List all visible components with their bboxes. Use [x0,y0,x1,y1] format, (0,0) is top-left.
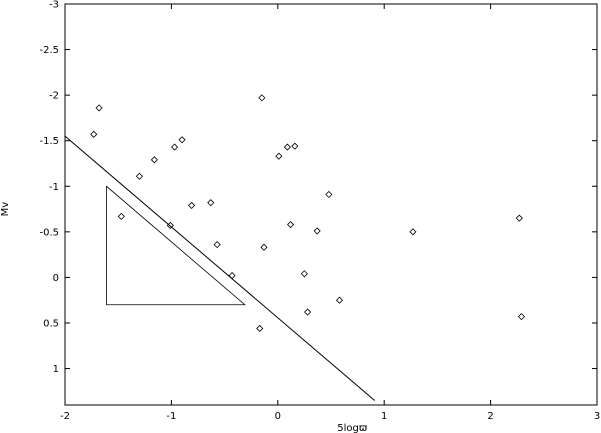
data-point [188,201,196,209]
data-point [171,143,179,151]
slope-triangle [106,185,246,306]
data-point [256,324,264,333]
data-point [207,199,215,207]
y-tick-label: -1.5 [39,136,59,147]
data-point [260,243,268,251]
data-point [517,313,526,321]
data-point [335,296,344,304]
data-point [287,220,295,229]
data-point [304,308,312,316]
x-axis-label: 5logϖ [337,423,368,433]
x-tick-label: 0 [275,411,281,422]
x-tick-label: 2 [487,411,493,422]
y-tick-label: 0.5 [43,318,59,329]
x-tick-label: 1 [381,411,387,422]
plot-overlay [64,135,375,401]
x-tick-label: 3 [594,411,600,422]
y-tick-label: -1 [49,182,59,193]
data-point [409,228,417,236]
y-tick-label: -3 [49,0,59,11]
data-point [150,156,158,164]
y-tick-label: 0 [53,273,59,284]
data-point [135,172,144,180]
data-point [228,272,236,280]
x-tick-label: -2 [60,411,70,422]
data-point [313,227,321,235]
data-point [325,190,333,199]
y-tick-label: -2 [49,91,59,102]
fit-line [64,135,375,401]
x-tick-label: -1 [166,411,176,422]
data-point [117,212,125,220]
axis-ticks: -2 -1 0 1 2 3 -3 -2.5 -2 -1.5 -1 -0.5 0 0.5 1 [39,0,600,422]
data-point [291,142,299,150]
data-point [300,270,308,278]
data-point [90,130,98,138]
data-point [258,94,266,102]
data-point [283,143,291,151]
data-point [515,214,523,222]
y-tick-label: -0.5 [39,227,59,238]
y-tick-label: 1 [53,364,59,375]
data-point [275,152,283,160]
data-point [178,136,186,144]
y-tick-label: -2.5 [39,45,59,56]
data-point [213,241,221,249]
y-axis-label: Mv [0,202,11,217]
data-point [95,104,103,112]
plot-frame [64,3,598,406]
data-point [166,221,174,230]
data-points [90,94,526,333]
